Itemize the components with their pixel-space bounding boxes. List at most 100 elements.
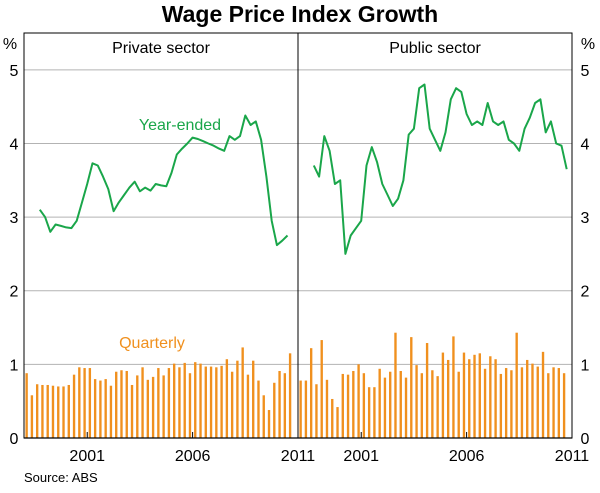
public-quarterly-bar xyxy=(425,343,429,438)
quarterly-label: Quarterly xyxy=(119,335,185,352)
public-quarterly-bar xyxy=(299,380,302,438)
year-ended-label: Year-ended xyxy=(139,117,221,134)
public-quarterly-bar xyxy=(346,374,350,438)
private-quarterly-bar xyxy=(162,375,165,438)
private-quarterly-bar xyxy=(35,384,39,438)
private-quarterly-bar xyxy=(204,366,207,438)
y-tick-label-right-1: 1 xyxy=(581,357,590,374)
public-quarterly-bar xyxy=(541,351,545,438)
private-quarterly-bar xyxy=(288,353,292,438)
private-year-ended-line xyxy=(38,114,289,247)
public-quarterly-bar xyxy=(452,336,455,438)
private-quarterly-bar xyxy=(146,379,150,438)
y-unit-right: % xyxy=(581,36,595,53)
private-quarterly-bar xyxy=(236,360,239,438)
public-quarterly-bar xyxy=(336,407,339,438)
public-quarterly-bar xyxy=(562,373,566,438)
y-tick-label-left-5: 5 xyxy=(10,63,19,80)
private-quarterly-bar xyxy=(46,384,49,438)
private-quarterly-bar xyxy=(246,374,250,438)
private-quarterly-bar xyxy=(215,367,218,438)
public-quarterly-bar xyxy=(315,384,318,438)
public-quarterly-bar xyxy=(357,364,360,438)
public-panel-title: Public sector xyxy=(389,40,481,57)
private-quarterly-bar xyxy=(257,380,260,438)
private-quarterly-bar xyxy=(57,386,60,438)
private-quarterly-bar xyxy=(151,376,155,438)
private-quarterly-bar xyxy=(109,385,113,438)
private-quarterly-bar xyxy=(230,371,234,438)
y-tick-label-left-3: 3 xyxy=(10,210,19,227)
public-quarterly-bar xyxy=(457,371,460,438)
public-quarterly-bar xyxy=(441,352,445,438)
public-quarterly-bar xyxy=(526,359,529,438)
public-quarterly-bar xyxy=(304,380,308,438)
public-quarterly-bar xyxy=(499,373,503,438)
private-quarterly-bar xyxy=(252,360,255,438)
private-quarterly-bar xyxy=(167,368,171,438)
y-unit-left: % xyxy=(3,36,17,53)
public-quarterly-bar xyxy=(394,332,397,438)
private-quarterly-bar xyxy=(220,365,223,438)
public-quarterly-bar xyxy=(446,359,450,438)
public-quarterly-bar xyxy=(309,348,313,438)
private-quarterly-bar xyxy=(225,359,229,438)
public-quarterly-bar xyxy=(468,359,471,438)
private-quarterly-bar xyxy=(41,384,44,438)
public-quarterly-bar xyxy=(436,376,439,438)
private-quarterly-bar xyxy=(120,370,123,438)
public-x-tick-label-2006: 2006 xyxy=(449,448,485,465)
private-quarterly-bar xyxy=(104,379,107,438)
private-quarterly-bar xyxy=(209,366,213,438)
private-quarterly-bar xyxy=(93,379,97,438)
public-quarterly-bar xyxy=(504,368,508,438)
y-tick-label-right-5: 5 xyxy=(581,63,590,80)
private-quarterly-bar xyxy=(273,382,276,438)
y-tick-label-right-2: 2 xyxy=(581,284,590,301)
private-quarterly-bar xyxy=(67,384,70,438)
public-quarterly-bar xyxy=(410,337,413,438)
y-tick-label-right-0: 0 xyxy=(581,431,590,448)
public-quarterly-bar xyxy=(378,368,381,438)
public-quarterly-bar xyxy=(557,368,561,438)
public-quarterly-bar xyxy=(415,365,418,438)
public-quarterly-bar xyxy=(367,387,371,438)
public-quarterly-bar xyxy=(520,367,524,438)
public-quarterly-bar xyxy=(373,387,376,438)
public-quarterly-bar xyxy=(536,366,539,438)
private-quarterly-bar xyxy=(157,368,160,438)
public-x-tick-label-2001: 2001 xyxy=(343,448,379,465)
private-quarterly-bar xyxy=(241,347,244,438)
private-quarterly-bar xyxy=(30,395,34,438)
public-quarterly-bar xyxy=(489,356,492,438)
private-quarterly-bar xyxy=(99,380,102,438)
y-tick-label-left-2: 2 xyxy=(10,284,19,301)
public-quarterly-bar xyxy=(510,370,513,438)
private-quarterly-bar xyxy=(199,363,202,438)
private-quarterly-bar xyxy=(72,374,76,438)
private-quarterly-bar xyxy=(194,362,197,438)
private-quarterly-bar xyxy=(83,368,86,438)
public-quarterly-bar xyxy=(341,373,344,438)
public-quarterly-bar xyxy=(420,373,424,438)
private-quarterly-bar xyxy=(267,410,271,438)
private-quarterly-bar xyxy=(88,368,92,438)
private-quarterly-bar xyxy=(51,385,55,438)
public-quarterly-bar xyxy=(547,373,550,438)
private-quarterly-bar xyxy=(125,370,128,438)
private-quarterly-bar xyxy=(278,370,281,438)
public-quarterly-bar xyxy=(431,370,434,438)
private-quarterly-bar xyxy=(25,373,28,438)
private-quarterly-bar xyxy=(136,375,139,438)
public-quarterly-bar xyxy=(320,340,323,438)
private-quarterly-bar xyxy=(115,371,118,438)
public-quarterly-bar xyxy=(552,367,555,438)
public-quarterly-bar xyxy=(478,353,481,438)
public-quarterly-bar xyxy=(399,370,402,438)
y-tick-label-left-1: 1 xyxy=(10,357,19,374)
private-x-tick-label-2001: 2001 xyxy=(69,448,105,465)
public-quarterly-bar xyxy=(352,370,355,438)
public-quarterly-bar xyxy=(404,377,408,438)
public-quarterly-bar xyxy=(473,354,476,438)
